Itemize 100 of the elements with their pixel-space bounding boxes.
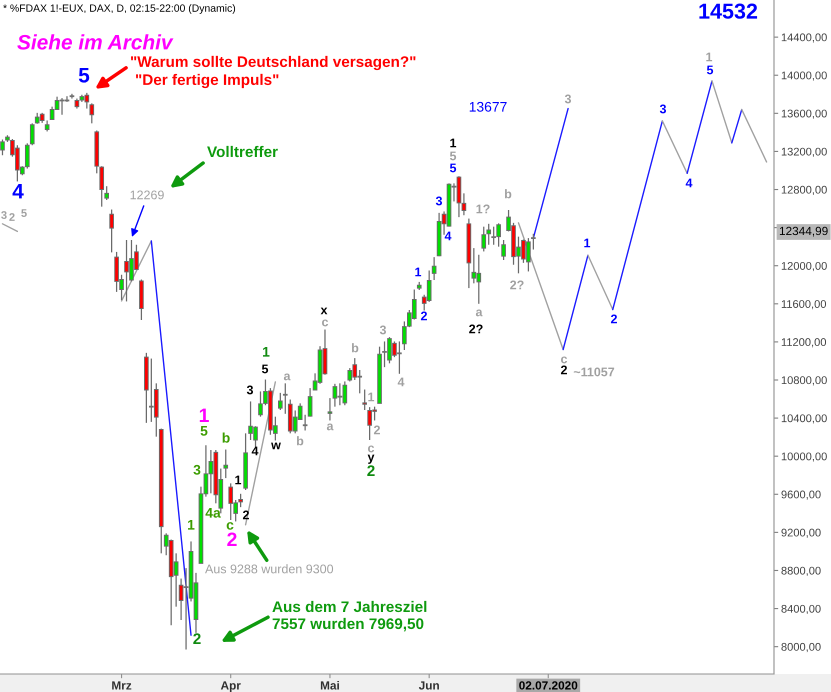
annotation: 2? (469, 324, 483, 334)
y-tick-label: 10800,00 (782, 376, 827, 386)
annotation: 2 (374, 426, 380, 434)
annotation: 5 (450, 164, 456, 172)
y-tick-label: 9200,00 (781, 528, 821, 538)
x-tick-label: Jun (418, 681, 439, 690)
annotation: c (368, 446, 374, 452)
annotation: b (352, 343, 358, 352)
annotation: 4a (205, 508, 221, 518)
candlestick (104, 186, 109, 201)
annotation: 3 (246, 386, 254, 394)
y-tick-label: 11600,00 (782, 300, 826, 310)
annotation: w (271, 442, 281, 450)
y-tick-label: 8800,00 (781, 566, 821, 576)
annotation: 4 (252, 446, 258, 456)
y-tick-label: 13200,00 (782, 148, 827, 157)
annotation: 2 (610, 314, 617, 324)
y-tick-label: 11200,00 (782, 338, 826, 348)
annotation: c (226, 522, 234, 530)
text: Siehe im Archiv (17, 34, 174, 50)
candlestick (278, 392, 283, 411)
annotation: 3 (380, 326, 386, 334)
annotation: 3 (1, 211, 7, 219)
annotation: 1? (476, 204, 490, 214)
y-tick-label: 8000,00 (781, 642, 821, 652)
annotation: 4 (398, 378, 404, 386)
y-tick-label: 12000,00 (782, 262, 827, 272)
annotation: a (476, 310, 483, 316)
annotation: Volltreffer (207, 146, 278, 158)
annotation: 2 (420, 312, 427, 320)
annotation: 1 (188, 520, 194, 530)
annotation: 5 (200, 426, 208, 436)
annotation: 2 (242, 510, 249, 520)
candlestick (44, 120, 50, 132)
annotation: x (320, 308, 328, 314)
annotation: 3 (436, 196, 442, 206)
annotation: 3 (193, 464, 200, 475)
annotation: b (297, 436, 304, 446)
annotation: 3 (564, 94, 572, 104)
annotation: 1 (263, 347, 270, 357)
candlestick (30, 122, 35, 146)
annotation: 1 (235, 476, 242, 484)
annotation: Aus dem 7 Jahresziel (272, 600, 426, 612)
y-tick-label: 10000,00 (782, 452, 827, 462)
annotation: b (505, 189, 512, 198)
candlestick (109, 208, 114, 254)
annotation: 2 (367, 465, 375, 476)
candlestick (486, 223, 492, 246)
candlestick (0, 138, 5, 156)
annotation: 4 (686, 178, 692, 188)
text: 12344,99 (780, 226, 828, 237)
candlestick (362, 388, 367, 411)
annotation: y (368, 454, 374, 464)
annotation: 1 (584, 238, 590, 248)
x-tick-label: Mai (320, 680, 339, 690)
annotation: * %FDAX 1!-EUX, DAX, D, 02:15-22:00 (Dynamic) (3, 4, 236, 14)
annotation: 1 (368, 392, 374, 402)
candlestick (238, 493, 243, 508)
x-tick-label: Mrz (112, 681, 132, 690)
annotation: 3 (660, 104, 666, 114)
y-tick-label: 12800,00 (782, 186, 827, 195)
x-tick-label: Apr (220, 681, 241, 692)
annotation: c (322, 320, 328, 326)
annotation: 7557 wurden 7969,50 (272, 618, 424, 632)
x-tick-label: 02.07.2020 (519, 681, 578, 690)
candlestick (308, 387, 312, 418)
annotation: 2 (9, 213, 15, 221)
annotation: ~11057 (574, 368, 614, 376)
candlestick (432, 256, 436, 281)
candlestick (481, 226, 486, 252)
annotation: 5 (21, 209, 27, 217)
annotation: 14532 (699, 4, 758, 19)
candlestick (328, 397, 332, 422)
annotation: 1 (450, 138, 456, 148)
annotation: 12269 (130, 190, 164, 200)
annotation: "Warum sollte Deutschland versagen?" (131, 56, 416, 70)
y-tick-label: 9600,00 (781, 490, 821, 500)
annotation: Aus 9288 wurden 9300 (205, 564, 334, 574)
candlestick (99, 166, 104, 208)
annotation: 2 (227, 532, 237, 546)
y-tick-label: 8400,00 (781, 604, 821, 614)
annotation: 5 (262, 364, 268, 374)
annotation: 2? (510, 280, 524, 290)
y-tick-label: 13600,00 (782, 110, 827, 119)
annotation: "Der fertige Impuls" (136, 74, 278, 88)
candlestick (501, 239, 506, 261)
annotation: 5 (78, 68, 90, 83)
annotation: 1 (415, 268, 422, 276)
annotation: 13677 (470, 102, 507, 112)
annotation: c (561, 356, 568, 364)
annotation: a (284, 374, 291, 380)
annotation: 2 (193, 633, 201, 644)
annotation: 4 (12, 184, 24, 198)
annotation: 4 (444, 232, 452, 240)
y-tick-label: 10400,00 (782, 414, 827, 424)
annotation: 1 (200, 408, 209, 422)
y-tick-label: 14000,00 (782, 72, 827, 81)
candlestick (89, 102, 94, 124)
y-tick-label: 14400,00 (782, 33, 827, 43)
annotation: a (326, 424, 334, 430)
